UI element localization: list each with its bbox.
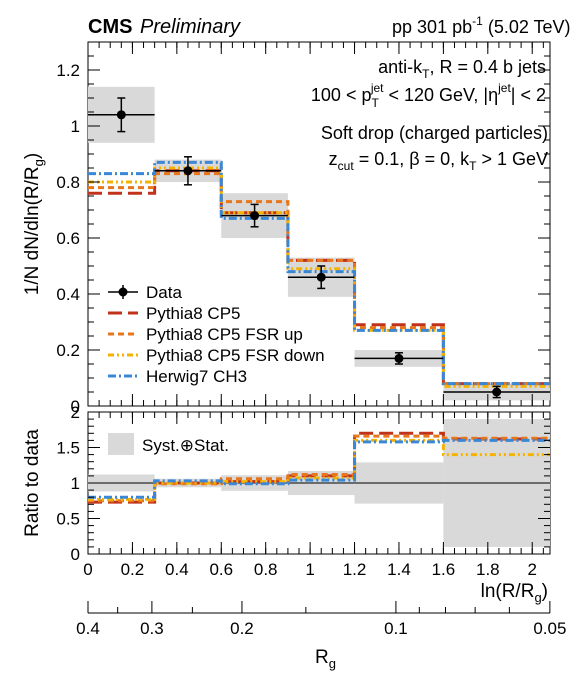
band-legend-label: Syst.⊕Stat. bbox=[142, 436, 229, 455]
ratio-ytick-label-0: 0 bbox=[71, 545, 80, 564]
legend: Data Pythia8 CP5 Pythia8 CP5 FSR up Pythia8… bbox=[108, 283, 325, 386]
band-legend-swatch bbox=[108, 433, 134, 455]
top-ytick-label-6: 1.2 bbox=[56, 61, 80, 80]
top-ytick-label-1: 0.2 bbox=[56, 341, 80, 360]
lumi-unit: pb bbox=[452, 17, 472, 37]
xtick-label-10: 2 bbox=[527, 560, 536, 579]
annotation-line4-b: = 0.1, β = 0, k bbox=[354, 149, 470, 169]
xtick-label-2: 0.4 bbox=[165, 560, 189, 579]
data-point-4 bbox=[394, 353, 404, 363]
legend-label-3: Herwig7 CH3 bbox=[146, 367, 247, 386]
top-curve-3 bbox=[88, 160, 550, 386]
legend-label-1: Pythia8 CP5 FSR up bbox=[146, 325, 303, 344]
axes: 00.20.40.60.811.200.511.520 0.2 0.4 0.6 0.8 1… bbox=[56, 41, 566, 638]
ratio-mc-curves bbox=[88, 431, 550, 504]
xtick-label-1: 0.2 bbox=[121, 560, 145, 579]
data-points bbox=[88, 97, 550, 399]
ratio-ytick-label-2: 1 bbox=[71, 474, 80, 493]
lumi-value: 301 bbox=[417, 17, 447, 37]
data-point-0 bbox=[116, 110, 126, 120]
rg-tick-label-1: 0.3 bbox=[140, 619, 164, 638]
annotation-line2-b: < 120 GeV, |η bbox=[384, 85, 499, 105]
annotation-line3: Soft drop (charged particles) bbox=[321, 123, 548, 143]
ratio-ytick-label-1: 0.5 bbox=[56, 510, 80, 529]
annotation-line2-sup: jet bbox=[370, 81, 384, 95]
ratio-curve-2 bbox=[88, 438, 550, 501]
top-ylabel: 1/N dN/dln(R/Rg) bbox=[22, 153, 46, 295]
xtick-label-9: 1.8 bbox=[476, 560, 500, 579]
legend-label-2: Pythia8 CP5 FSR down bbox=[146, 346, 325, 365]
annotation-line2-sub: T bbox=[371, 96, 379, 110]
data-point-3 bbox=[316, 272, 326, 282]
lumi-label: pp 301 pb-1 (5.02 TeV) bbox=[392, 14, 571, 37]
data-point-2 bbox=[250, 211, 260, 221]
xtick-label-0: 0 bbox=[83, 560, 92, 579]
annotation-line4-sub: cut bbox=[338, 159, 355, 173]
annotation-line2-sup2: jet bbox=[497, 81, 511, 95]
annotation-line4: zcut = 0.1, β = 0, kT > 1 GeV bbox=[329, 149, 548, 173]
experiment-label: CMS bbox=[88, 16, 132, 38]
top-ytick-label-2: 0.4 bbox=[56, 285, 80, 304]
data-point-5 bbox=[492, 387, 502, 397]
legend-data-label: Data bbox=[146, 283, 182, 302]
legend-label-0: Pythia8 CP5 bbox=[146, 304, 241, 323]
annotation-line4-c: > 1 GeV bbox=[476, 149, 548, 169]
lumi-system: pp bbox=[392, 17, 412, 37]
xtick-label-7: 1.4 bbox=[387, 560, 411, 579]
rg-tick-label-0: 0.4 bbox=[76, 619, 100, 638]
top-ytick-label-3: 0.6 bbox=[56, 229, 80, 248]
xtick-label-5: 1 bbox=[305, 560, 314, 579]
top-ytick-label-0: 0 bbox=[71, 397, 80, 416]
annotation-line4-sub2: T bbox=[469, 159, 477, 173]
rg-tick-label-2: 0.2 bbox=[230, 619, 254, 638]
annotation-line2: 100 < pTjet < 120 GeV, |ηjet| < 2 bbox=[311, 81, 546, 110]
annotation-line1-sub: T bbox=[422, 67, 430, 81]
top-ytick-label-5: 1 bbox=[71, 117, 80, 136]
annotation-line4-a: z bbox=[329, 149, 338, 169]
ratio-ytick-label-3: 1.5 bbox=[56, 439, 80, 458]
annotation-line1-a: anti-k bbox=[378, 57, 423, 77]
rg-tick-label-3: 0.1 bbox=[384, 619, 408, 638]
status-label: Preliminary bbox=[140, 16, 241, 38]
top-ytick-label-4: 0.8 bbox=[56, 173, 80, 192]
rg-axis-label: Rg bbox=[315, 647, 336, 671]
annotation-line1-rest: , R = 0.4 b jets bbox=[429, 57, 546, 77]
annotation-line2-a: 100 < p bbox=[311, 85, 372, 105]
xtick-label-8: 1.6 bbox=[432, 560, 456, 579]
data-point-1 bbox=[183, 166, 193, 176]
annotation-line2-c: | < 2 bbox=[511, 85, 546, 105]
xtick-label-4: 0.8 bbox=[254, 560, 278, 579]
ratio-xlabel: ln(R/Rg) bbox=[481, 581, 548, 605]
lumi-exp: -1 bbox=[472, 14, 483, 28]
legend-data-marker bbox=[118, 287, 128, 297]
ratio-ytick-label-4: 2 bbox=[71, 403, 80, 422]
ratio-ylabel: Ratio to data bbox=[22, 429, 43, 537]
ratio-curve-3 bbox=[88, 438, 550, 499]
xtick-label-6: 1.2 bbox=[343, 560, 367, 579]
xtick-label-3: 0.6 bbox=[209, 560, 233, 579]
rg-tick-label-4: 0.05 bbox=[533, 619, 566, 638]
annotation-line1: anti-kT, R = 0.4 b jets bbox=[378, 57, 546, 81]
energy-label: (5.02 TeV) bbox=[488, 17, 571, 37]
